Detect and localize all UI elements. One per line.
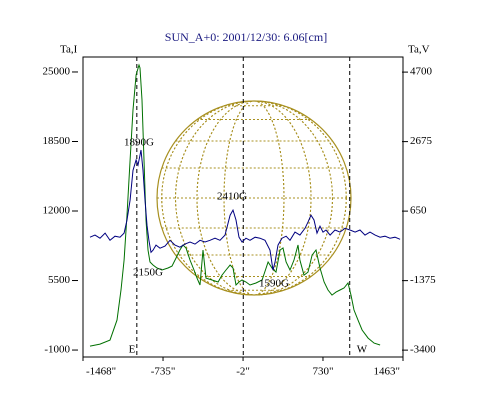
y2-tick-label: 2675 (410, 135, 433, 147)
y2-tick-label: 650 (410, 205, 427, 217)
globe-meridian (161, 100, 347, 296)
annotation: 2410G (217, 191, 247, 203)
y-tick-label: -1000 (44, 344, 70, 356)
series-line (89, 149, 401, 271)
y-tick-label: 18500 (43, 135, 71, 147)
y-tick-label: 25000 (43, 66, 71, 78)
y-tick-label: 12000 (43, 205, 71, 217)
limb-label: W (357, 344, 368, 356)
y2-axis-label: Ta,V (408, 44, 430, 56)
x-tick-label: -2" (236, 366, 250, 378)
x-tick-label: -1468" (86, 366, 116, 378)
y-axis-label: Ta,I (60, 44, 78, 56)
annotation: 1590G (259, 278, 289, 290)
limb-label: E (129, 344, 136, 356)
chart-title: SUN_A+0: 2001/12/30: 6.06[cm] (165, 30, 327, 44)
y-tick-label: 5500 (48, 274, 71, 286)
y2-tick-label: -1375 (410, 274, 436, 286)
y2-tick-label: 4700 (410, 66, 433, 78)
x-tick-label: -735" (151, 366, 176, 378)
annotation: 1890G (124, 137, 154, 149)
x-tick-label: 1463" (374, 366, 401, 378)
series-line (89, 63, 381, 347)
annotation: 2150G (133, 267, 163, 279)
globe-meridian (223, 100, 285, 296)
x-tick-label: 730" (312, 366, 333, 378)
y2-tick-label: -3400 (410, 344, 436, 356)
